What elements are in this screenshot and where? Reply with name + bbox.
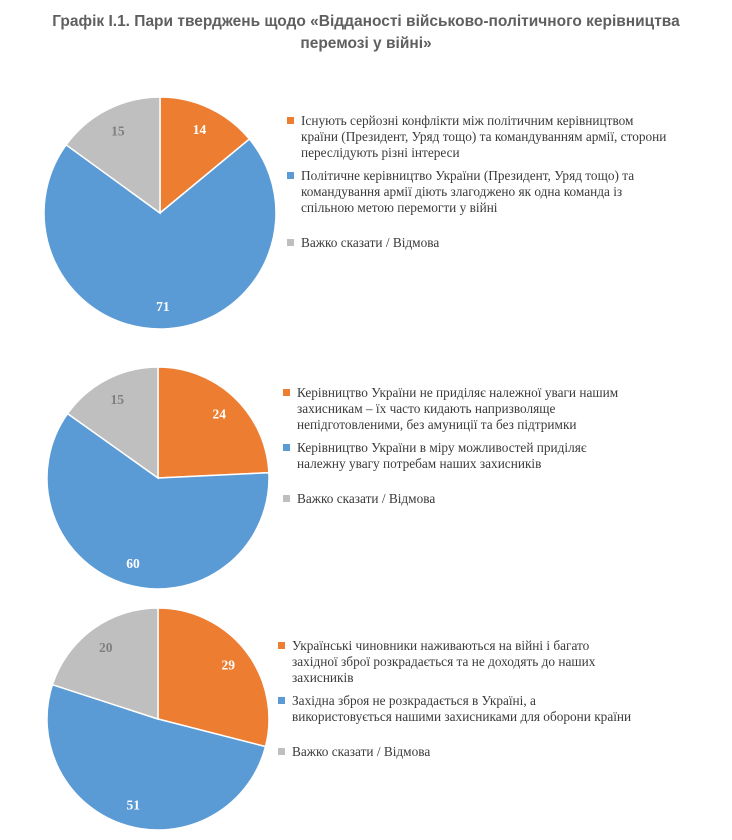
legend-label: Важко сказати / Відмова [297, 491, 436, 506]
legend-item-2: Політичне керівництво України (Президент… [287, 168, 672, 216]
legend-item-1: Існують серйозні конфлікти між політични… [287, 113, 672, 161]
legend-item-3: Важко сказати / Відмова [283, 491, 633, 507]
pie-chart-3: 29 51 20 Українські чиновники наживаються … [0, 600, 732, 840]
pie-chart-3-legend: Українські чиновники наживаються на війн… [278, 638, 638, 767]
legend-label: Керівництво України в міру можливостей п… [297, 440, 587, 471]
pie-slice-2-value-label: 51 [126, 797, 140, 812]
legend-swatch-orange [287, 117, 294, 124]
pie-chart-2: 24 60 15 Керівництво України не приділяє н… [0, 360, 732, 600]
legend-label: Важко сказати / Відмова [292, 744, 431, 759]
legend-item-2: Західна зброя не розкрадається в Україні… [278, 693, 638, 725]
pie-slice-1-value-label: 24 [213, 407, 227, 422]
pie-chart-2-svg: 24 60 15 [46, 366, 270, 590]
legend-swatch-gray [287, 239, 294, 246]
legend-label: Існують серйозні конфлікти між політични… [301, 113, 667, 160]
pie-slice-1 [159, 96, 251, 215]
pie-slice-3 [66, 366, 159, 480]
pie-slice-2 [43, 138, 277, 330]
pie-slice-2 [46, 683, 267, 831]
legend-swatch-blue [283, 444, 290, 451]
pie-chart-1: 14 71 15 Існують серйозні конфлікти між по… [0, 92, 732, 332]
legend-label: Західна зброя не розкрадається в Україні… [292, 693, 632, 724]
pie-slice-1-value-label: 14 [193, 122, 207, 137]
pie-slice-1 [157, 607, 270, 748]
pie-slice-2 [46, 412, 270, 590]
legend-swatch-blue [278, 697, 285, 704]
legend-item-1: Керівництво України не приділяє належної… [283, 385, 633, 433]
legend-swatch-blue [287, 172, 294, 179]
legend-label: Важко сказати / Відмова [301, 235, 440, 250]
pie-slice-1 [157, 366, 270, 479]
pie-slice-1-value-label: 29 [221, 658, 235, 673]
legend-item-1: Українські чиновники наживаються на війн… [278, 638, 638, 686]
legend-item-3: Важко сказати / Відмова [278, 744, 638, 760]
legend-item-3: Важко сказати / Відмова [287, 235, 672, 251]
pie-slice-3-value-label: 20 [99, 640, 113, 655]
legend-swatch-orange [283, 389, 290, 396]
legend-swatch-gray [283, 495, 290, 502]
pie-slice-3-value-label: 15 [111, 123, 125, 138]
chart-title-line-2: перемозі у війні» [300, 35, 432, 52]
legend-swatch-orange [278, 642, 285, 649]
legend-item-2: Керівництво України в міру можливостей п… [283, 440, 633, 472]
pie-slice-3 [51, 607, 159, 721]
legend-label: Політичне керівництво України (Президент… [301, 168, 635, 215]
pie-slice-2-value-label: 71 [156, 299, 170, 314]
pie-slice-3 [65, 96, 161, 215]
legend-label: Українські чиновники наживаються на війн… [292, 638, 596, 685]
chart-title-line-1: Графік І.1. Пари тверджень щодо «Віддано… [52, 13, 680, 30]
pie-chart-3-svg: 29 51 20 [46, 607, 270, 831]
pie-slice-3-value-label: 15 [111, 392, 125, 407]
chart-title: Графік І.1. Пари тверджень щодо «Віддано… [20, 11, 712, 55]
pie-chart-2-legend: Керівництво України не приділяє належної… [283, 385, 633, 514]
pie-slice-2-value-label: 60 [126, 556, 140, 571]
pie-chart-1-legend: Існують серйозні конфлікти між політични… [287, 113, 672, 258]
pie-chart-1-svg: 14 71 15 [43, 96, 277, 330]
legend-swatch-gray [278, 748, 285, 755]
legend-label: Керівництво України не приділяє належної… [297, 385, 619, 432]
